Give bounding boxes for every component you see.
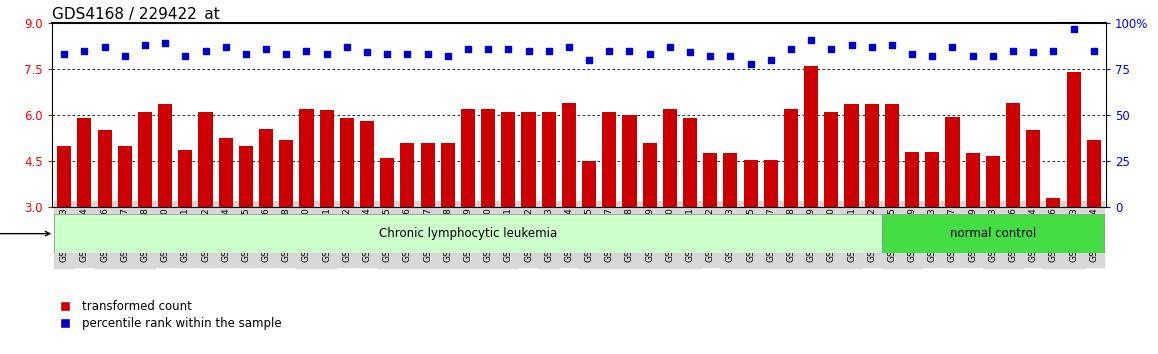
- Bar: [945, 116, 960, 299]
- Bar: [219, 138, 233, 299]
- Bar: [643, 143, 657, 299]
- Bar: [279, 139, 293, 299]
- Bar: [178, 150, 192, 299]
- Text: normal control: normal control: [950, 227, 1036, 240]
- Bar: [501, 112, 515, 299]
- Bar: [985, 156, 999, 299]
- Bar: [78, 118, 91, 299]
- Bar: [743, 160, 757, 299]
- Text: GDS4168 / 229422_at: GDS4168 / 229422_at: [52, 7, 220, 23]
- Bar: [521, 112, 536, 299]
- Bar: [881, 214, 1104, 253]
- Bar: [824, 112, 838, 299]
- Bar: [966, 153, 980, 299]
- Bar: [724, 153, 738, 299]
- Bar: [582, 161, 596, 299]
- Bar: [57, 146, 72, 299]
- Bar: [1026, 130, 1040, 299]
- Bar: [844, 104, 858, 299]
- Bar: [925, 152, 939, 299]
- Bar: [159, 104, 173, 299]
- Bar: [360, 121, 374, 299]
- Bar: [97, 130, 111, 299]
- Text: disease state: disease state: [0, 229, 50, 239]
- Bar: [54, 214, 881, 253]
- Bar: [339, 118, 354, 299]
- Bar: [683, 118, 697, 299]
- Bar: [622, 115, 637, 299]
- Bar: [542, 112, 556, 299]
- Bar: [703, 153, 717, 299]
- Bar: [401, 143, 415, 299]
- Bar: [784, 109, 798, 299]
- Bar: [259, 129, 273, 299]
- Bar: [198, 112, 213, 299]
- Bar: [138, 112, 152, 299]
- Bar: [865, 104, 879, 299]
- Bar: [239, 146, 252, 299]
- Bar: [885, 104, 899, 299]
- Bar: [804, 66, 819, 299]
- Text: Chronic lymphocytic leukemia: Chronic lymphocytic leukemia: [379, 227, 557, 240]
- Bar: [118, 146, 132, 299]
- Bar: [764, 160, 778, 299]
- Bar: [300, 109, 314, 299]
- Legend: transformed count, percentile rank within the sample: transformed count, percentile rank withi…: [58, 300, 281, 330]
- Bar: [481, 109, 496, 299]
- Bar: [441, 143, 455, 299]
- Bar: [420, 143, 434, 299]
- Bar: [662, 109, 677, 299]
- Bar: [1006, 103, 1020, 299]
- Bar: [380, 158, 394, 299]
- Bar: [906, 152, 919, 299]
- Bar: [320, 110, 334, 299]
- Bar: [1047, 198, 1061, 299]
- Bar: [1086, 139, 1101, 299]
- Bar: [1067, 72, 1080, 299]
- Bar: [562, 103, 576, 299]
- Bar: [461, 109, 475, 299]
- Bar: [602, 112, 616, 299]
